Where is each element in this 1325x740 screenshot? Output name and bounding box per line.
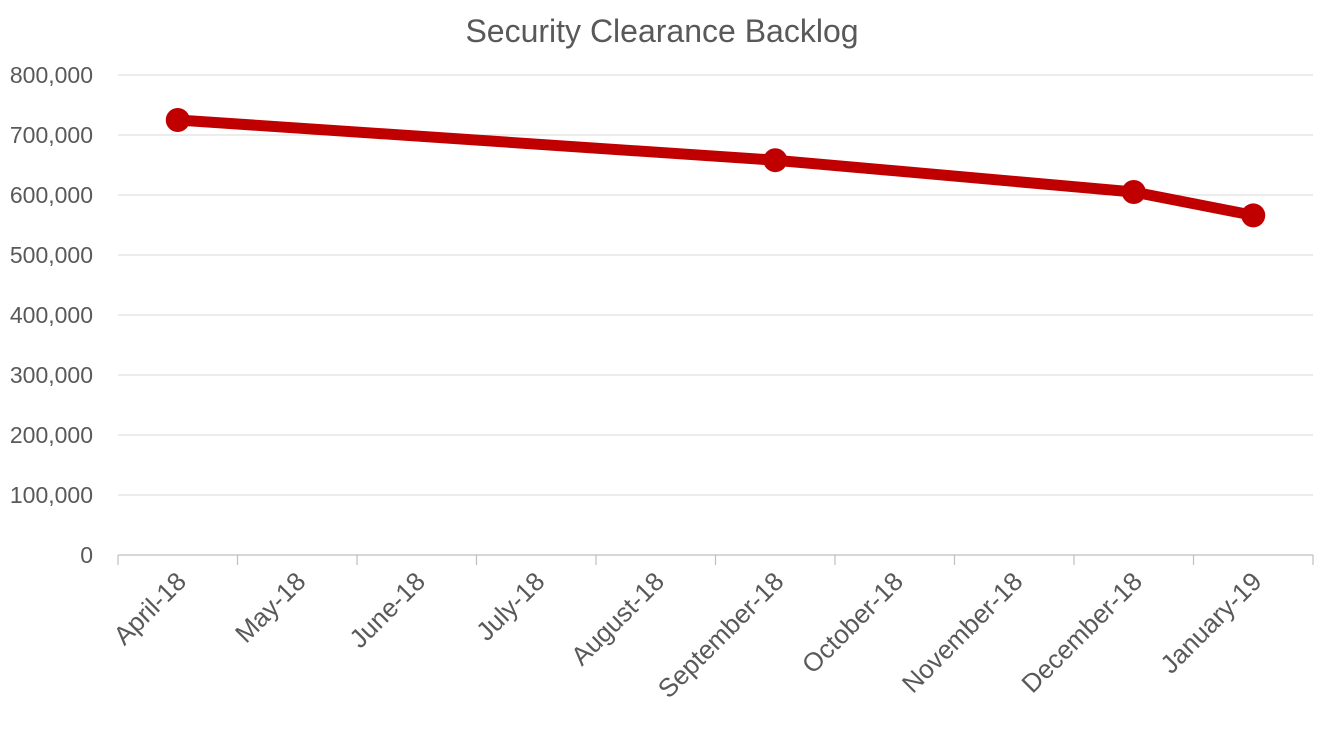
- data-point: [165, 108, 190, 132]
- y-tick-label: 300,000: [10, 362, 93, 388]
- data-point: [1121, 180, 1146, 204]
- chart-title: Security Clearance Backlog: [465, 13, 858, 49]
- y-tick-label: 600,000: [10, 182, 93, 208]
- x-tick-label: August-18: [565, 566, 670, 671]
- gridlines: [118, 74, 1313, 496]
- data-point: [1241, 203, 1266, 228]
- x-tick-label: September-18: [652, 566, 790, 704]
- x-tick-label: October-18: [796, 566, 909, 679]
- x-tick-label: June-18: [343, 566, 431, 654]
- y-tick-label: 800,000: [10, 62, 93, 88]
- x-axis: April-18 May-18 June-18 July-18 August-18Sep…: [107, 554, 1314, 704]
- y-tick-label: 500,000: [10, 242, 93, 268]
- y-tick-label: 100,000: [10, 482, 93, 508]
- y-tick-label: 400,000: [10, 302, 93, 328]
- y-tick-label: 0: [80, 542, 93, 568]
- x-tick-label: November-18: [896, 566, 1029, 699]
- x-tick-label: July-18: [470, 566, 550, 646]
- x-tick-label: May-18: [229, 566, 312, 649]
- data-point: [763, 148, 788, 173]
- series-layer: [165, 108, 1266, 228]
- y-tick-label: 700,000: [10, 122, 93, 148]
- y-axis: 0 100,000 200,000 300,000 400,000 500,000 600,…: [10, 62, 93, 568]
- y-tick-label: 200,000: [10, 422, 93, 448]
- x-tick-label: January-19: [1154, 566, 1267, 679]
- series-line: [172, 114, 1259, 221]
- x-tick-label: December-18: [1015, 566, 1148, 699]
- x-tick-label: April-18: [107, 566, 192, 651]
